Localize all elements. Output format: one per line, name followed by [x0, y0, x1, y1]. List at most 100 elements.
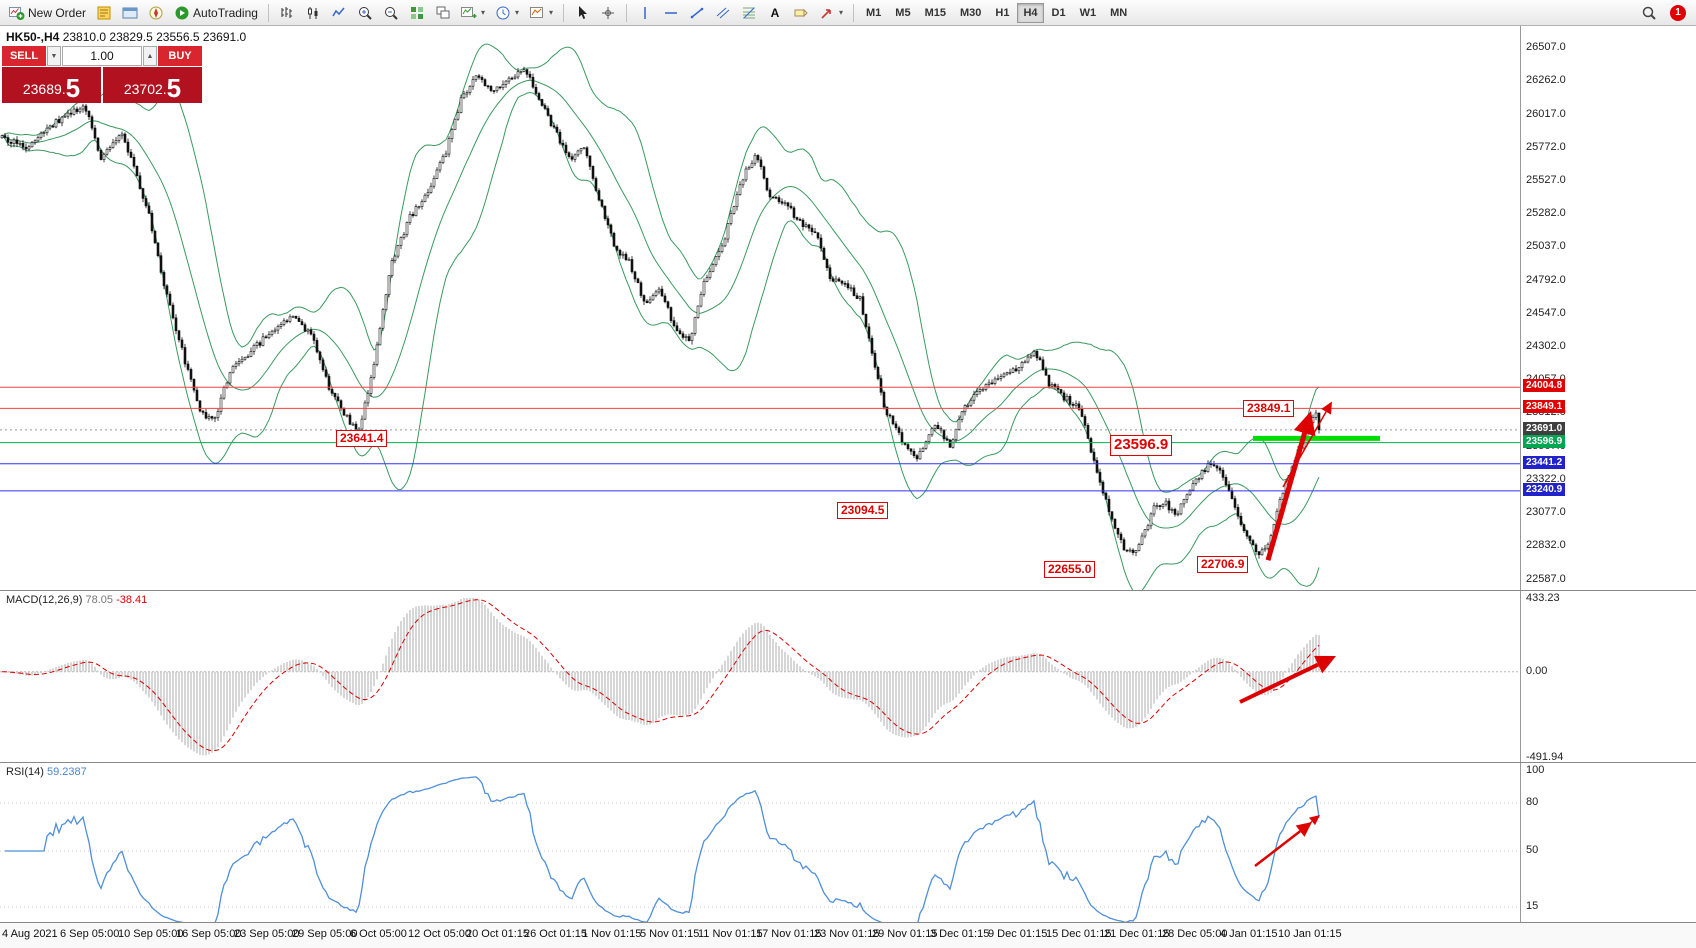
- search-button[interactable]: [1636, 2, 1662, 24]
- candle-chart-icon: [307, 6, 318, 19]
- price-axis-tick: 25037.0: [1526, 240, 1566, 253]
- clock-icon: [496, 6, 510, 19]
- timeframe-w1-button[interactable]: W1: [1079, 6, 1097, 19]
- price-axis-tick: 23322.0: [1526, 472, 1566, 485]
- volume-decrease-button[interactable]: ▼: [47, 46, 61, 66]
- equidistant-channel-button[interactable]: [710, 2, 736, 24]
- sell-button[interactable]: SELL: [2, 46, 46, 66]
- price-axis-tick: 24792.0: [1526, 273, 1566, 286]
- candlestick-chart-button[interactable]: [300, 2, 326, 24]
- vertical-line-button[interactable]: [632, 2, 658, 24]
- rsi-axis-tick: 15: [1526, 900, 1539, 912]
- main-toolbar: New Order AutoTrading ▾ ▾ ▾ A ▾ M1 M5 M15 M30 H1 H4 D…: [0, 0, 1696, 26]
- price-axis-tick: 22832.0: [1526, 539, 1566, 552]
- macd-axis-tick: -491.94: [1526, 751, 1564, 764]
- new-order-button[interactable]: New Order: [4, 2, 91, 24]
- notifications-badge[interactable]: 1: [1670, 4, 1686, 21]
- rsi-axis: 100 80 50 15: [1520, 763, 1696, 922]
- chevron-down-icon: ▾: [548, 8, 553, 17]
- macd-label: MACD(12,26,9) 78.05 -38.41: [6, 594, 147, 606]
- line-chart-button[interactable]: [326, 2, 352, 24]
- channel-icon: [716, 7, 730, 18]
- text-icon: A: [771, 6, 780, 20]
- line-chart-icon: [332, 7, 345, 16]
- zoom-in-button[interactable]: [352, 2, 378, 24]
- sell-price-main: 23689.: [22, 81, 66, 97]
- periods-button[interactable]: ▾: [490, 2, 524, 24]
- navigator-button[interactable]: [143, 2, 169, 24]
- sell-price-button[interactable]: 23689. 5: [2, 67, 101, 103]
- macd-axis-tick: 433.23: [1526, 592, 1560, 604]
- arrange-windows-button[interactable]: [430, 2, 456, 24]
- time-axis-label: 20 Oct 01:15: [466, 928, 529, 940]
- timeframe-m1-button[interactable]: M1: [866, 6, 882, 19]
- rsi-indicator-panel: 100 80 50 15 RSI(14) 59.2387: [0, 762, 1696, 923]
- timeframe-h1-button[interactable]: H1: [995, 6, 1010, 19]
- macd-histogram: [4, 598, 1320, 756]
- buy-price-main: 23702.: [123, 81, 167, 97]
- crosshair-button[interactable]: [595, 2, 621, 24]
- macd-signal-value: -38.41: [116, 594, 148, 606]
- templates-button[interactable]: ▾: [524, 2, 558, 24]
- new-chart-button[interactable]: ▾: [456, 2, 490, 24]
- macd-indicator-panel: 433.23 0.00 -491.94 MACD(12,26,9) 78.05 -3…: [0, 590, 1696, 764]
- toolbar-separator: [563, 3, 564, 22]
- price-axis-tick: 26017.0: [1526, 107, 1566, 120]
- trend-arrows: [1265, 401, 1332, 561]
- timeframe-m15-button[interactable]: M15: [924, 6, 946, 19]
- autotrading-button[interactable]: AutoTrading: [169, 2, 263, 24]
- main-chart-panel: 23641.4 23596.9 23094.5 22655.0 22706.9 23849…: [0, 26, 1696, 590]
- rsi-line: [5, 776, 1320, 923]
- trendline-button[interactable]: [684, 2, 710, 24]
- time-axis-label: 23 Nov 01:15: [814, 928, 880, 940]
- ohlc-values: 23810.0 23829.5 23556.5 23691.0: [62, 30, 247, 44]
- price-axis-tick: 26507.0: [1526, 41, 1566, 54]
- time-axis-label: 29 Sep 05:00: [292, 928, 358, 940]
- buy-button[interactable]: BUY: [158, 46, 202, 66]
- zoom-out-button[interactable]: [378, 2, 404, 24]
- timeframe-d1-button[interactable]: D1: [1051, 6, 1066, 19]
- price-axis-tick: 25527.0: [1526, 173, 1566, 186]
- price-axis-tick: 24547.0: [1526, 306, 1566, 319]
- time-axis-label: 6 Sep 05:00: [60, 928, 120, 940]
- label-icon: [794, 8, 808, 17]
- timeframe-mn-button[interactable]: MN: [1110, 6, 1128, 19]
- horizontal-line-button[interactable]: [658, 2, 684, 24]
- time-axis[interactable]: 4 Aug 2021 6 Sep 05:00 10 Sep 05:00 16 Sep …: [0, 922, 1696, 948]
- price-axis[interactable]: 26507.0 26262.0 26017.0 25772.0 25527.0 25282…: [1520, 26, 1696, 590]
- rsi-chart[interactable]: [0, 763, 1520, 923]
- price-axis-tick: 24302.0: [1526, 340, 1566, 353]
- volume-increase-button[interactable]: ▲: [143, 46, 157, 66]
- time-axis-label: 23 Sep 05:00: [234, 928, 300, 940]
- bar-chart-button[interactable]: [274, 2, 300, 24]
- timeframe-h4-button[interactable]: H4: [1017, 2, 1044, 23]
- editor-icon: [97, 6, 111, 19]
- search-icon: [1642, 6, 1656, 20]
- tile-windows-button[interactable]: [404, 2, 430, 24]
- cursor-button[interactable]: [569, 2, 595, 24]
- arrows-button[interactable]: ▾: [814, 2, 848, 24]
- text-button[interactable]: A: [762, 2, 788, 24]
- macd-title: MACD(12,26,9): [6, 594, 83, 606]
- time-axis-label: 12 Oct 05:00: [408, 928, 471, 940]
- metaeditor-button[interactable]: [91, 2, 117, 24]
- trendline-icon: [690, 7, 704, 18]
- chevron-down-icon: ▾: [480, 8, 485, 17]
- rsi-axis-tick: 100: [1526, 764, 1545, 776]
- buy-price-button[interactable]: 23702. 5: [103, 67, 202, 103]
- chevron-down-icon: ▾: [514, 8, 519, 17]
- price-tag: 23596.9: [1523, 434, 1566, 448]
- bar-chart-icon: [281, 6, 292, 18]
- text-label-button[interactable]: [788, 2, 814, 24]
- timeframe-m5-button[interactable]: M5: [895, 6, 911, 19]
- volume-input[interactable]: 1.00: [62, 46, 142, 66]
- macd-chart[interactable]: [0, 591, 1520, 763]
- data-window-button[interactable]: [117, 2, 143, 24]
- fibo-icon: [743, 7, 755, 18]
- chevron-down-icon: ▾: [839, 8, 844, 17]
- timeframe-m30-button[interactable]: M30: [959, 6, 982, 19]
- fibonacci-button[interactable]: [736, 2, 762, 24]
- candlestick-chart[interactable]: [0, 26, 1520, 590]
- new-order-icon: [9, 6, 25, 20]
